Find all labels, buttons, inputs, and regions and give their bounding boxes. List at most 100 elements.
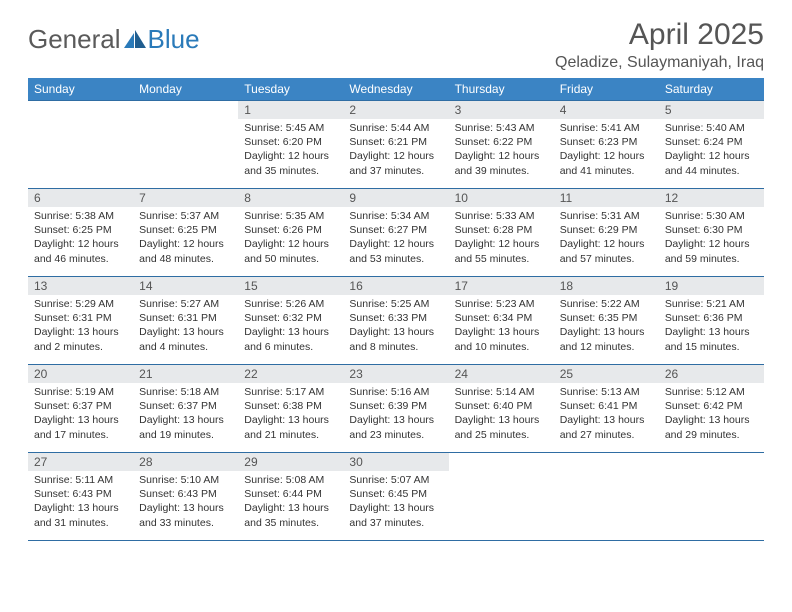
day-number: 16 (343, 277, 448, 295)
day-number: 30 (343, 453, 448, 471)
calendar-cell: 26Sunrise: 5:12 AMSunset: 6:42 PMDayligh… (659, 365, 764, 453)
calendar-cell: 4Sunrise: 5:41 AMSunset: 6:23 PMDaylight… (554, 101, 659, 189)
day-number: 20 (28, 365, 133, 383)
calendar-head: SundayMondayTuesdayWednesdayThursdayFrid… (28, 78, 764, 101)
calendar-cell (554, 453, 659, 541)
day-number: 29 (238, 453, 343, 471)
calendar-cell (133, 101, 238, 189)
calendar-body: 1Sunrise: 5:45 AMSunset: 6:20 PMDaylight… (28, 101, 764, 541)
calendar-week: 6Sunrise: 5:38 AMSunset: 6:25 PMDaylight… (28, 189, 764, 277)
title-block: April 2025 Qeladize, Sulaymaniyah, Iraq (555, 18, 764, 72)
day-number: 12 (659, 189, 764, 207)
day-header: Sunday (28, 78, 133, 101)
calendar-cell: 14Sunrise: 5:27 AMSunset: 6:31 PMDayligh… (133, 277, 238, 365)
calendar-cell: 28Sunrise: 5:10 AMSunset: 6:43 PMDayligh… (133, 453, 238, 541)
cell-body: Sunrise: 5:13 AMSunset: 6:41 PMDaylight:… (554, 383, 659, 446)
month-title: April 2025 (555, 18, 764, 52)
day-header: Monday (133, 78, 238, 101)
calendar-table: SundayMondayTuesdayWednesdayThursdayFrid… (28, 78, 764, 541)
calendar-cell: 27Sunrise: 5:11 AMSunset: 6:43 PMDayligh… (28, 453, 133, 541)
calendar-cell: 8Sunrise: 5:35 AMSunset: 6:26 PMDaylight… (238, 189, 343, 277)
calendar-cell: 13Sunrise: 5:29 AMSunset: 6:31 PMDayligh… (28, 277, 133, 365)
location: Qeladize, Sulaymaniyah, Iraq (555, 54, 764, 72)
calendar-cell: 2Sunrise: 5:44 AMSunset: 6:21 PMDaylight… (343, 101, 448, 189)
day-header-row: SundayMondayTuesdayWednesdayThursdayFrid… (28, 78, 764, 101)
day-header: Wednesday (343, 78, 448, 101)
cell-body: Sunrise: 5:33 AMSunset: 6:28 PMDaylight:… (449, 207, 554, 270)
cell-body: Sunrise: 5:31 AMSunset: 6:29 PMDaylight:… (554, 207, 659, 270)
cell-body: Sunrise: 5:26 AMSunset: 6:32 PMDaylight:… (238, 295, 343, 358)
day-header: Thursday (449, 78, 554, 101)
cell-body: Sunrise: 5:08 AMSunset: 6:44 PMDaylight:… (238, 471, 343, 534)
calendar-cell: 6Sunrise: 5:38 AMSunset: 6:25 PMDaylight… (28, 189, 133, 277)
cell-body: Sunrise: 5:21 AMSunset: 6:36 PMDaylight:… (659, 295, 764, 358)
calendar-cell: 10Sunrise: 5:33 AMSunset: 6:28 PMDayligh… (449, 189, 554, 277)
cell-body: Sunrise: 5:45 AMSunset: 6:20 PMDaylight:… (238, 119, 343, 182)
day-number: 10 (449, 189, 554, 207)
cell-body: Sunrise: 5:16 AMSunset: 6:39 PMDaylight:… (343, 383, 448, 446)
cell-body: Sunrise: 5:44 AMSunset: 6:21 PMDaylight:… (343, 119, 448, 182)
logo-text-general: General (28, 24, 121, 55)
cell-body: Sunrise: 5:10 AMSunset: 6:43 PMDaylight:… (133, 471, 238, 534)
day-number: 23 (343, 365, 448, 383)
calendar-week: 1Sunrise: 5:45 AMSunset: 6:20 PMDaylight… (28, 101, 764, 189)
cell-body: Sunrise: 5:41 AMSunset: 6:23 PMDaylight:… (554, 119, 659, 182)
calendar-cell: 12Sunrise: 5:30 AMSunset: 6:30 PMDayligh… (659, 189, 764, 277)
cell-body: Sunrise: 5:07 AMSunset: 6:45 PMDaylight:… (343, 471, 448, 534)
calendar-cell: 29Sunrise: 5:08 AMSunset: 6:44 PMDayligh… (238, 453, 343, 541)
day-number: 1 (238, 101, 343, 119)
day-number: 7 (133, 189, 238, 207)
cell-body: Sunrise: 5:12 AMSunset: 6:42 PMDaylight:… (659, 383, 764, 446)
day-number: 27 (28, 453, 133, 471)
cell-body: Sunrise: 5:43 AMSunset: 6:22 PMDaylight:… (449, 119, 554, 182)
day-number: 5 (659, 101, 764, 119)
day-number: 11 (554, 189, 659, 207)
calendar-cell: 19Sunrise: 5:21 AMSunset: 6:36 PMDayligh… (659, 277, 764, 365)
day-number: 4 (554, 101, 659, 119)
cell-body: Sunrise: 5:34 AMSunset: 6:27 PMDaylight:… (343, 207, 448, 270)
calendar-cell: 7Sunrise: 5:37 AMSunset: 6:25 PMDaylight… (133, 189, 238, 277)
day-number: 25 (554, 365, 659, 383)
calendar-cell: 21Sunrise: 5:18 AMSunset: 6:37 PMDayligh… (133, 365, 238, 453)
cell-body: Sunrise: 5:25 AMSunset: 6:33 PMDaylight:… (343, 295, 448, 358)
day-number: 13 (28, 277, 133, 295)
day-number: 14 (133, 277, 238, 295)
day-number: 3 (449, 101, 554, 119)
day-number: 24 (449, 365, 554, 383)
calendar-week: 27Sunrise: 5:11 AMSunset: 6:43 PMDayligh… (28, 453, 764, 541)
calendar-cell: 16Sunrise: 5:25 AMSunset: 6:33 PMDayligh… (343, 277, 448, 365)
calendar-cell: 22Sunrise: 5:17 AMSunset: 6:38 PMDayligh… (238, 365, 343, 453)
cell-body: Sunrise: 5:35 AMSunset: 6:26 PMDaylight:… (238, 207, 343, 270)
calendar-cell: 30Sunrise: 5:07 AMSunset: 6:45 PMDayligh… (343, 453, 448, 541)
day-number: 19 (659, 277, 764, 295)
calendar-cell: 24Sunrise: 5:14 AMSunset: 6:40 PMDayligh… (449, 365, 554, 453)
calendar-cell: 9Sunrise: 5:34 AMSunset: 6:27 PMDaylight… (343, 189, 448, 277)
day-number: 28 (133, 453, 238, 471)
cell-body: Sunrise: 5:29 AMSunset: 6:31 PMDaylight:… (28, 295, 133, 358)
day-number: 21 (133, 365, 238, 383)
day-number: 15 (238, 277, 343, 295)
calendar-cell: 11Sunrise: 5:31 AMSunset: 6:29 PMDayligh… (554, 189, 659, 277)
cell-body: Sunrise: 5:11 AMSunset: 6:43 PMDaylight:… (28, 471, 133, 534)
logo: General Blue (28, 24, 200, 55)
calendar-cell (449, 453, 554, 541)
calendar-cell: 25Sunrise: 5:13 AMSunset: 6:41 PMDayligh… (554, 365, 659, 453)
cell-body: Sunrise: 5:17 AMSunset: 6:38 PMDaylight:… (238, 383, 343, 446)
cell-body: Sunrise: 5:23 AMSunset: 6:34 PMDaylight:… (449, 295, 554, 358)
day-number: 22 (238, 365, 343, 383)
calendar-cell (28, 101, 133, 189)
calendar-cell: 5Sunrise: 5:40 AMSunset: 6:24 PMDaylight… (659, 101, 764, 189)
cell-body: Sunrise: 5:37 AMSunset: 6:25 PMDaylight:… (133, 207, 238, 270)
day-number: 6 (28, 189, 133, 207)
calendar-week: 20Sunrise: 5:19 AMSunset: 6:37 PMDayligh… (28, 365, 764, 453)
logo-mark-icon (124, 30, 146, 48)
cell-body: Sunrise: 5:30 AMSunset: 6:30 PMDaylight:… (659, 207, 764, 270)
header: General Blue April 2025 Qeladize, Sulaym… (28, 18, 764, 72)
cell-body: Sunrise: 5:22 AMSunset: 6:35 PMDaylight:… (554, 295, 659, 358)
day-number: 8 (238, 189, 343, 207)
calendar-cell: 18Sunrise: 5:22 AMSunset: 6:35 PMDayligh… (554, 277, 659, 365)
calendar-cell: 3Sunrise: 5:43 AMSunset: 6:22 PMDaylight… (449, 101, 554, 189)
day-header: Saturday (659, 78, 764, 101)
day-number: 17 (449, 277, 554, 295)
day-header: Friday (554, 78, 659, 101)
